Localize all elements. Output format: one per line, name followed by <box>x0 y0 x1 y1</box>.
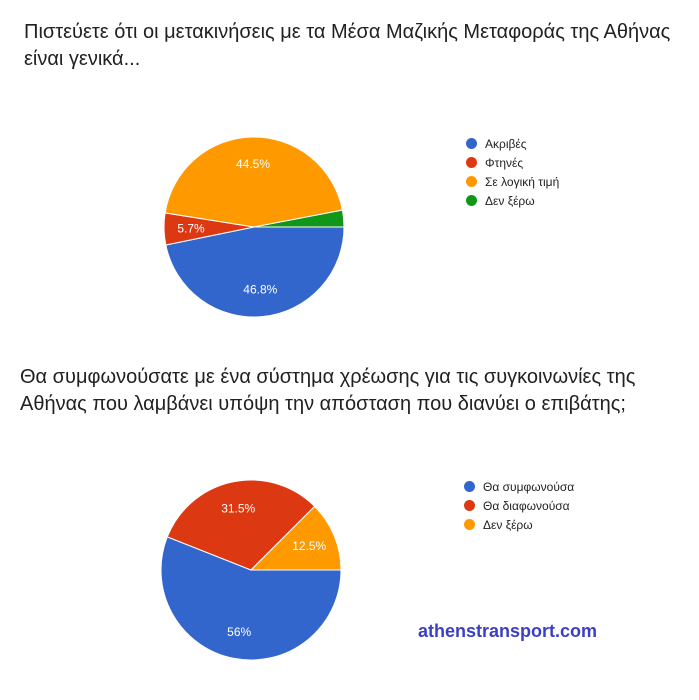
legend-dot-icon <box>464 519 475 530</box>
legend-item: Ακριβές <box>466 134 559 153</box>
legend-dot-icon <box>466 138 477 149</box>
pie-slice <box>164 136 343 228</box>
legend-item: Θα διαφωνούσα <box>464 496 574 515</box>
legend-label: Φτηνές <box>485 155 524 170</box>
legend-item: Δεν ξέρω <box>466 191 559 210</box>
legend-dot-icon <box>464 500 475 511</box>
slice-label: 46.8% <box>243 283 277 297</box>
legend-label: Θα διαφωνούσα <box>483 498 570 513</box>
chart-1-title: Πιστεύετε ότι οι μετακινήσεις με τα Μέσα… <box>24 21 671 70</box>
pie-chart-2: 56% 31.5% 12.5% <box>160 479 342 661</box>
legend-label: Θα συμφωνούσα <box>483 479 575 494</box>
slice-label: 44.5% <box>236 157 270 171</box>
chart-2-title: Θα συμφωνούσατε με ένα σύστημα χρέωσης γ… <box>20 366 636 415</box>
pie-slice <box>160 536 342 661</box>
legend-label: Ακριβές <box>485 136 527 151</box>
legend-1: Ακριβές Φτηνές Σε λογική τιμή Δεν ξέρω <box>466 134 559 210</box>
pie-slice <box>166 479 316 571</box>
pie-slice <box>253 209 345 228</box>
pie-slice <box>165 226 345 318</box>
pie-chart-1: 46.8% 5.7% 44.5% <box>163 136 345 318</box>
slice-label: 5.7% <box>177 221 205 235</box>
slice-label: 56% <box>227 625 251 639</box>
legend-label: Σε λογική τιμή <box>485 174 560 189</box>
legend-dot-icon <box>466 157 477 168</box>
legend-dot-icon <box>464 481 475 492</box>
legend-dot-icon <box>466 195 477 206</box>
legend-label: Δεν ξέρω <box>483 517 533 532</box>
legend-item: Φτηνές <box>466 153 559 172</box>
legend-item: Δεν ξέρω <box>464 515 574 534</box>
slice-label: 31.5% <box>221 501 255 515</box>
watermark-link: athenstransport.com <box>418 621 598 641</box>
pie-slice <box>249 505 342 571</box>
legend-2: Θα συμφωνούσα Θα διαφωνούσα Δεν ξέρω <box>464 477 574 534</box>
legend-item: Σε λογική τιμή <box>466 172 559 191</box>
slice-label: 12.5% <box>292 539 326 553</box>
legend-label: Δεν ξέρω <box>485 193 535 208</box>
legend-item: Θα συμφωνούσα <box>464 477 574 496</box>
legend-dot-icon <box>466 176 477 187</box>
